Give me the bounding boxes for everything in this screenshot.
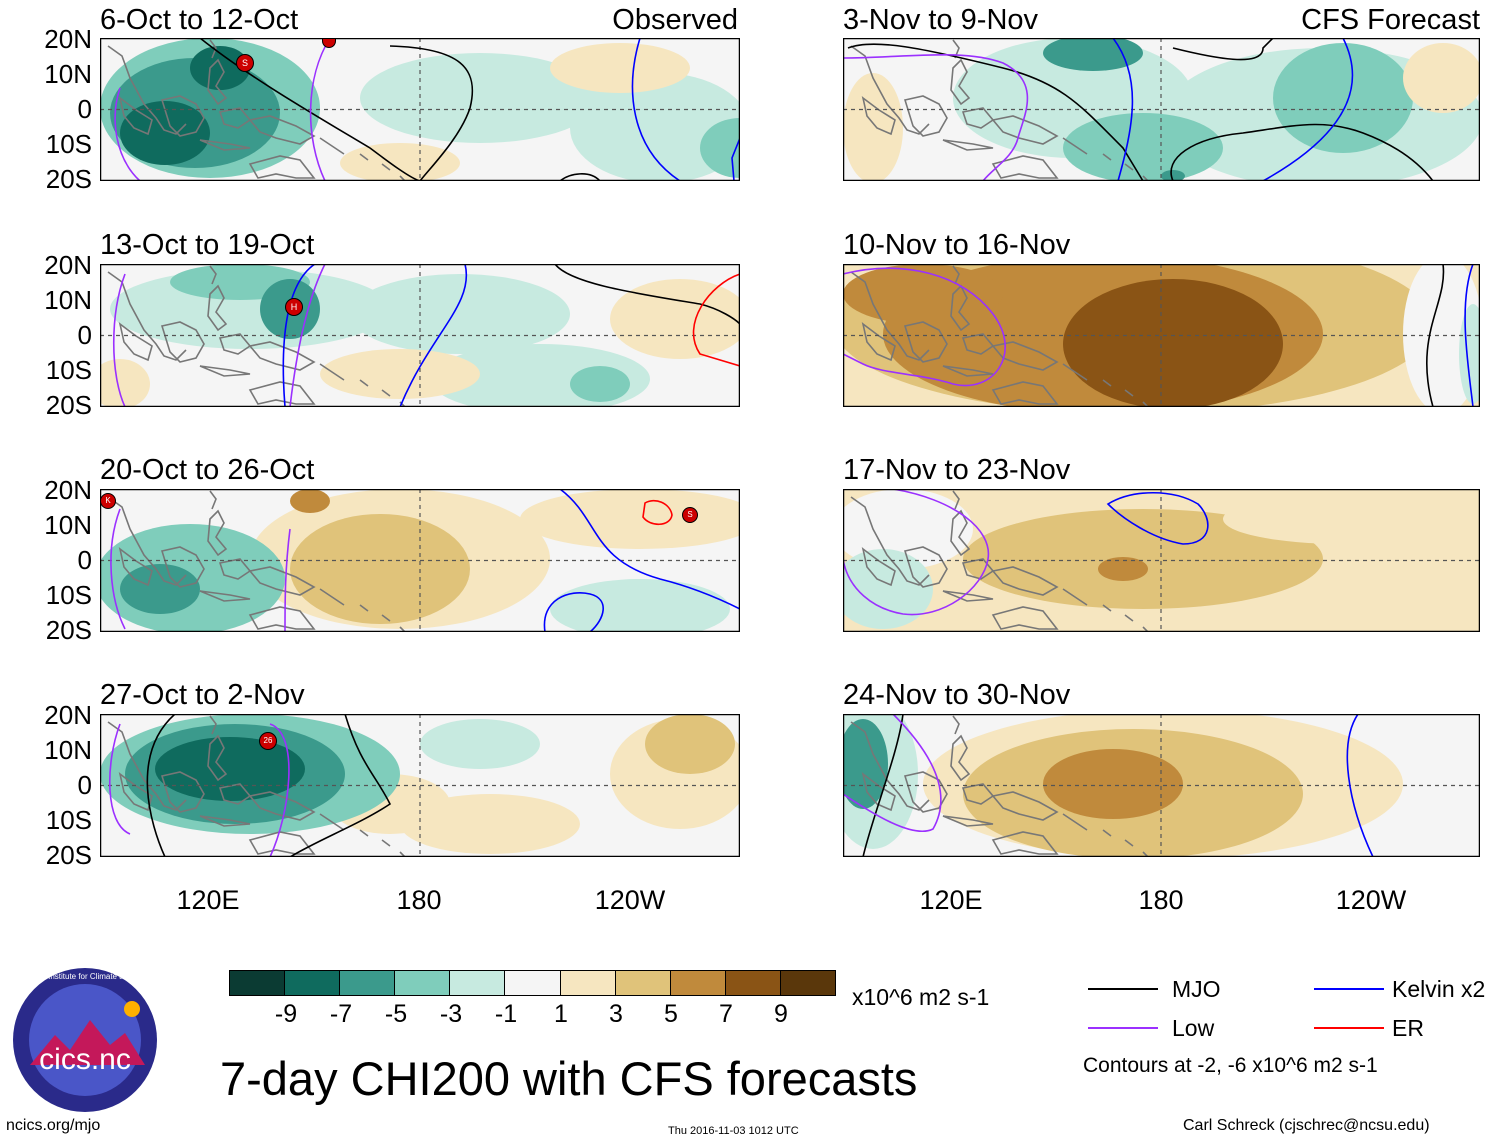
lat-label: 10S	[45, 129, 92, 159]
lat-label: 10S	[45, 580, 92, 610]
colorbar-tick-label: 9	[774, 1000, 788, 1028]
panel-title-p0: 6-Oct to 12-Oct	[100, 4, 299, 36]
storm-marker: 26	[259, 732, 277, 750]
storm-label: S	[687, 510, 693, 519]
panel-title-p7: 24-Nov to 30-Nov	[843, 679, 1071, 711]
map-panel-p0: S	[100, 38, 740, 181]
colorbar-tick-label: -1	[494, 1000, 518, 1028]
colorbar-swatch	[284, 971, 340, 995]
storm-label: K	[105, 496, 111, 505]
storm-marker: S	[236, 54, 254, 72]
lat-label: 0	[77, 545, 92, 575]
colorbar-tick-label: -7	[329, 1000, 353, 1028]
colorbar-tick-label: 3	[609, 1000, 623, 1028]
colorbar-swatch	[394, 971, 450, 995]
footer-url[interactable]: ncics.org/mjo	[6, 1117, 101, 1134]
lon-label: 120E	[176, 885, 240, 915]
lat-label: 0	[77, 320, 92, 350]
figure-title: 7-day CHI200 with CFS forecasts	[220, 1052, 918, 1105]
lat-label: 20N	[44, 250, 92, 280]
lon-label: 120W	[594, 885, 666, 915]
panel-title-p1: 13-Oct to 19-Oct	[100, 229, 315, 261]
lat-label: 10N	[44, 285, 92, 315]
lat-label: 10S	[45, 355, 92, 385]
map-panel-p1: H	[100, 264, 740, 407]
footer-date: Thu 2016-11-03 1012 UTC	[668, 1125, 799, 1137]
map-panel-p6	[843, 489, 1480, 632]
panel-title-p4: 3-Nov to 9-Nov	[843, 4, 1039, 36]
logo-text: cics.nc	[39, 1043, 131, 1076]
legend-label-low: Low	[1172, 1015, 1215, 1041]
lat-label: 0	[77, 94, 92, 124]
storm-marker: H	[285, 298, 303, 316]
colorbar-swatch	[559, 971, 615, 995]
lat-label: 20S	[45, 840, 92, 870]
contours-note: Contours at -2, -6 x10^6 m2 s-1	[1083, 1054, 1378, 1077]
footer-author: Carl Schreck (cjschrec@ncsu.edu)	[1183, 1117, 1430, 1134]
colorbar	[229, 970, 836, 996]
panel-title-p3: 27-Oct to 2-Nov	[100, 679, 305, 711]
lon-label: 180	[396, 885, 442, 915]
legend-label-kelvin: Kelvin x2	[1392, 976, 1486, 1002]
storm-marker: K	[100, 493, 116, 509]
colorbar-tick-label: -5	[384, 1000, 408, 1028]
map-panel-p4	[843, 38, 1480, 181]
colorbar-swatch	[779, 971, 836, 995]
logo-ring-text: Cooperative Institute for Climate and Sa…	[10, 972, 160, 981]
colorbar-swatch	[339, 971, 395, 995]
colorbar-swatch	[504, 971, 560, 995]
lat-label: 10N	[44, 510, 92, 540]
cics-nc-logo: cics.nc Cooperative Institute for Climat…	[3, 965, 167, 1115]
lat-label: 10N	[44, 735, 92, 765]
legend-label-mjo: MJO	[1172, 976, 1221, 1002]
map-panel-p2: K S	[100, 489, 740, 632]
lat-label: 20N	[44, 475, 92, 505]
lon-label: 120E	[919, 885, 983, 915]
lon-label: 180	[1138, 885, 1184, 915]
lat-label: 10N	[44, 59, 92, 89]
lat-label: 20S	[45, 390, 92, 420]
storm-marker	[322, 38, 336, 48]
lat-label: 20N	[44, 700, 92, 730]
panel-title-p5: 10-Nov to 16-Nov	[843, 229, 1071, 261]
storm-label: 26	[263, 736, 273, 745]
legend-line-mjo	[1088, 988, 1158, 990]
lon-label: 120W	[1335, 885, 1407, 915]
colorbar-swatch	[724, 971, 780, 995]
map-panel-p5	[843, 264, 1480, 407]
storm-label: H	[290, 302, 298, 312]
legend-line-er	[1314, 1027, 1384, 1029]
lat-label: 20S	[45, 164, 92, 194]
panel-tag-observed: Observed	[612, 4, 738, 36]
panel-title-p6: 17-Nov to 23-Nov	[843, 454, 1071, 486]
lat-label: 0	[77, 770, 92, 800]
panel-tag-cfs-forecast: CFS Forecast	[1301, 4, 1480, 36]
colorbar-tick-label: -9	[274, 1000, 298, 1028]
lat-label: 20S	[45, 615, 92, 645]
colorbar-tick-label: 5	[664, 1000, 678, 1028]
colorbar-swatch	[449, 971, 505, 995]
units-label: x10^6 m2 s-1	[852, 984, 990, 1010]
lat-label: 20N	[44, 24, 92, 54]
lat-label: 10S	[45, 805, 92, 835]
legend-label-er: ER	[1392, 1015, 1424, 1041]
storm-label: S	[241, 58, 248, 68]
colorbar-tick-label: 7	[719, 1000, 733, 1028]
map-panel-p7	[843, 714, 1480, 857]
colorbar-swatch	[614, 971, 670, 995]
storm-marker: S	[682, 507, 698, 523]
panel-title-p2: 20-Oct to 26-Oct	[100, 454, 315, 486]
colorbar-swatch	[230, 971, 285, 995]
colorbar-swatch	[669, 971, 725, 995]
legend-line-kelvin	[1314, 988, 1384, 990]
colorbar-tick-label: -3	[439, 1000, 463, 1028]
legend-line-low	[1088, 1027, 1158, 1029]
colorbar-tick-label: 1	[554, 1000, 568, 1028]
map-panel-p3: 26	[100, 714, 740, 857]
